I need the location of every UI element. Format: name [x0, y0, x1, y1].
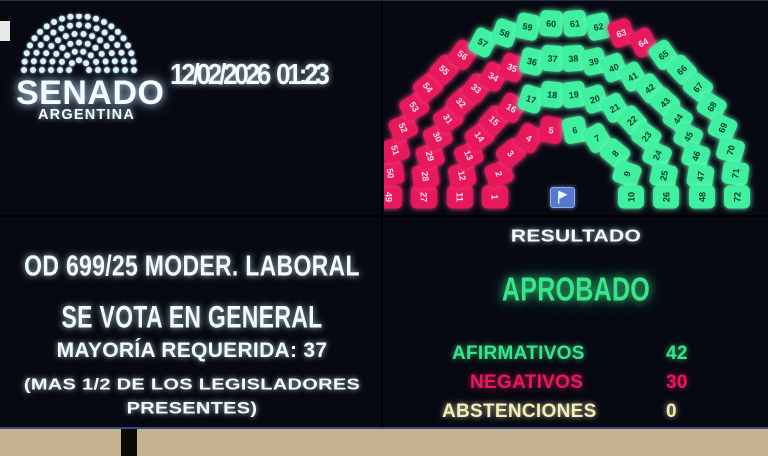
svg-text:26: 26 [661, 192, 671, 202]
svg-text:61: 61 [570, 18, 581, 29]
svg-text:49: 49 [384, 192, 394, 202]
svg-text:19: 19 [568, 89, 579, 100]
svg-text:48: 48 [697, 192, 707, 202]
svg-text:18: 18 [547, 89, 558, 100]
svg-text:1: 1 [490, 194, 500, 199]
svg-text:10: 10 [626, 192, 636, 202]
svg-text:47: 47 [695, 171, 706, 182]
svg-text:28: 28 [419, 171, 430, 182]
svg-text:60: 60 [546, 18, 557, 29]
svg-text:27: 27 [419, 192, 429, 202]
svg-text:59: 59 [522, 21, 534, 33]
svg-text:25: 25 [658, 170, 670, 182]
svg-text:71: 71 [730, 168, 741, 179]
svg-text:72: 72 [732, 192, 742, 202]
svg-text:37: 37 [547, 53, 558, 64]
svg-text:38: 38 [568, 53, 579, 64]
svg-text:62: 62 [593, 21, 605, 33]
svg-text:12: 12 [456, 170, 468, 182]
svg-text:11: 11 [455, 192, 465, 202]
svg-text:50: 50 [385, 168, 396, 179]
